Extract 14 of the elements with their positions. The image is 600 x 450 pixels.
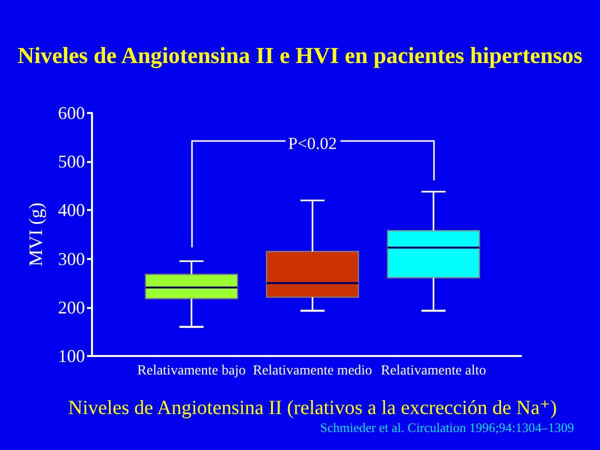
y-tick-label: 300 <box>58 248 85 269</box>
x-tick-label: Relativamente alto <box>380 364 486 378</box>
x-axis-title: Niveles de Angiotensina II (relativos a la excrección de Na⁺) <box>68 397 557 419</box>
y-tick-label: 200 <box>58 297 85 318</box>
y-tick-label: 400 <box>58 200 85 220</box>
chart-title: Niveles de Angiotensina II e HVI en pacientes hipertensos <box>18 43 582 69</box>
annotation: P<0.02 <box>288 134 337 153</box>
x-tick-label: Relativamente medio <box>252 364 372 378</box>
text: Schmieder et al. Circulation 1996;94:1304–1309 <box>320 420 574 435</box>
y-tick-label: 600 <box>58 103 85 123</box>
y-tick-label: 500 <box>58 152 85 172</box>
x-tick-label: Relativamente bajo <box>137 364 246 378</box>
y-tick-label: 100 <box>58 346 85 366</box>
y-axis-title: MVI (g) <box>26 202 47 266</box>
